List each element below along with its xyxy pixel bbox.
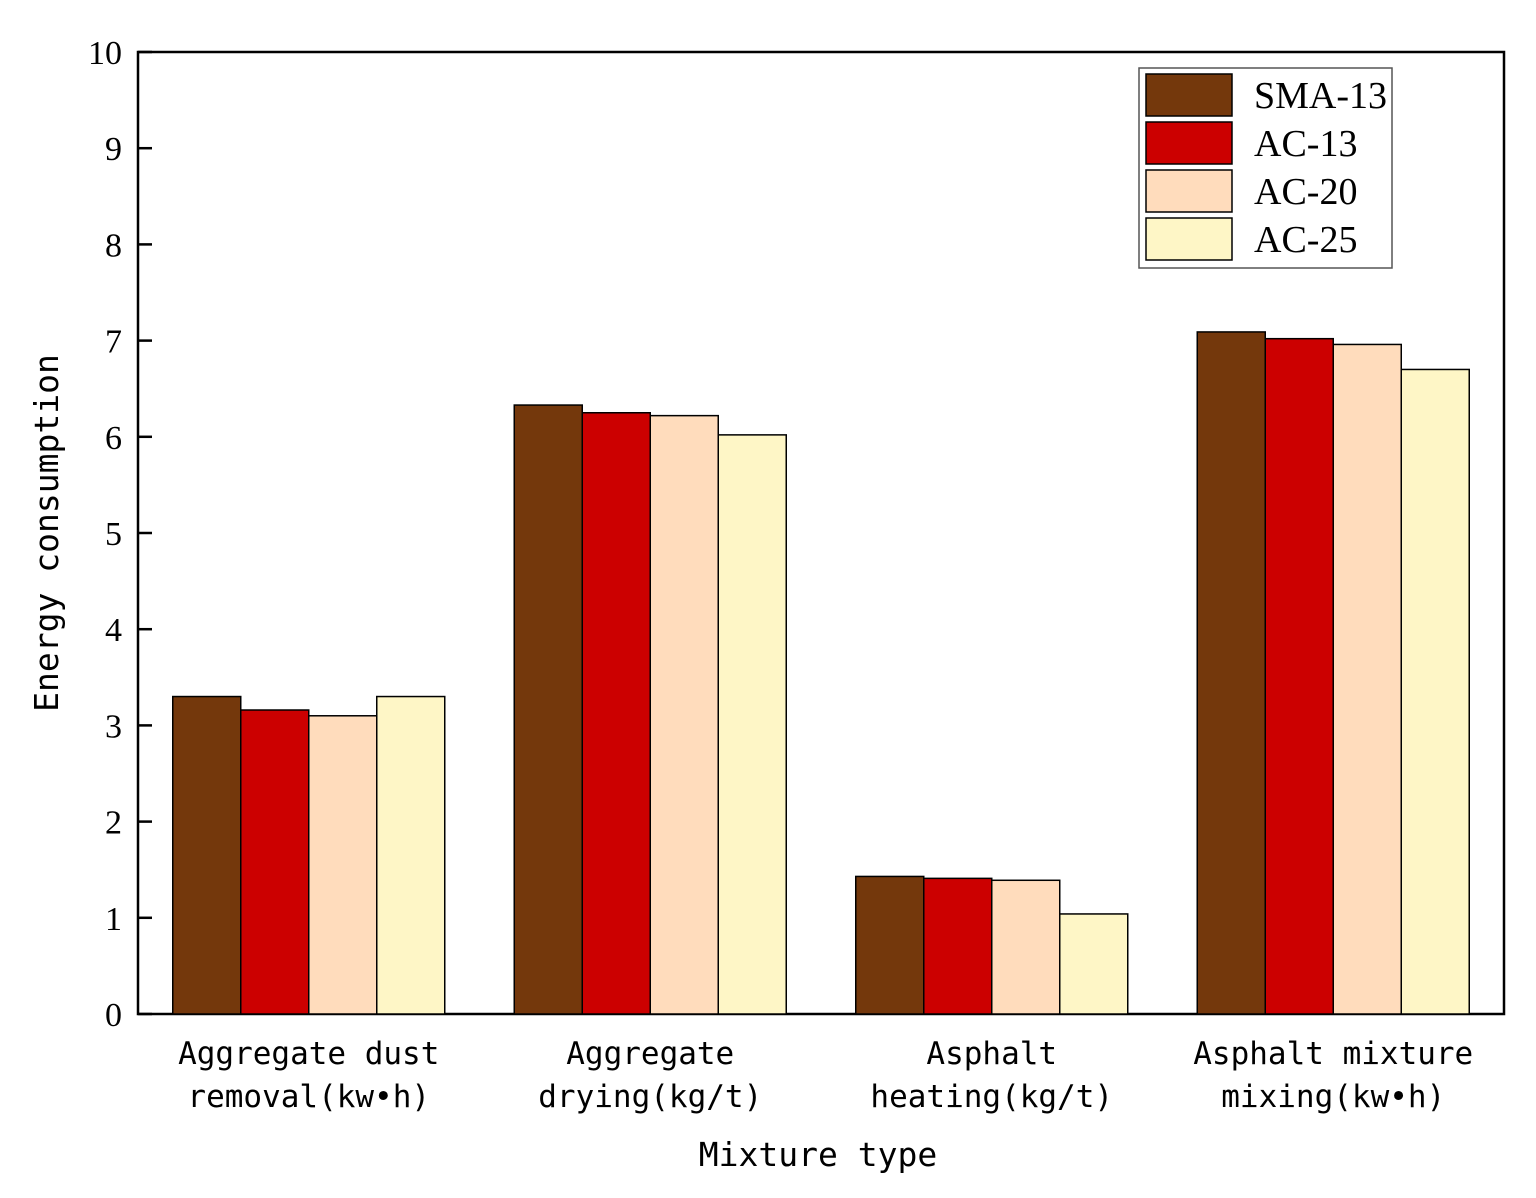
bars — [172, 331, 1470, 1015]
legend: SMA-13 AC-13 AC-20 AC-25 — [1138, 67, 1393, 269]
y-tick-label: 4 — [105, 612, 122, 649]
y-tick-label: 10 — [88, 35, 122, 72]
bar-ac-20-2 — [991, 879, 1061, 1015]
bar-ac-25-3 — [1400, 368, 1470, 1015]
x-axis-labels: Aggregate dust removal(kw•h) Aggregate dryi… — [178, 1036, 1473, 1115]
y-tick-label: 2 — [105, 805, 122, 842]
x-category-label: Asphalt — [926, 1036, 1057, 1072]
bar-ac-25-0 — [376, 695, 446, 1015]
bar-ac-13-3 — [1264, 337, 1334, 1015]
bar-ac-13-2 — [923, 877, 993, 1015]
bar-ac-20-0 — [308, 715, 378, 1015]
y-tick-label: 8 — [105, 227, 122, 264]
bar-ac-25-2 — [1059, 913, 1129, 1015]
legend-label-ac-13: AC-13 — [1254, 123, 1357, 165]
bar-sma-13-1 — [513, 404, 583, 1015]
legend-swatch-ac-13 — [1145, 121, 1233, 165]
y-axis: 0 1 2 3 4 5 6 7 8 9 10 — [88, 35, 152, 1034]
bar-ac-13-1 — [581, 412, 651, 1015]
x-category-label: Aggregate dust — [178, 1036, 439, 1072]
bar-ac-20-3 — [1332, 343, 1402, 1015]
x-category-label: Aggregate — [566, 1036, 734, 1072]
x-category-label: drying(kg/t) — [538, 1079, 762, 1115]
legend-swatch-ac-20 — [1145, 169, 1233, 213]
legend-swatch-sma-13 — [1145, 73, 1233, 117]
legend-label-ac-25: AC-25 — [1254, 219, 1357, 261]
legend-label-sma-13: SMA-13 — [1254, 75, 1387, 117]
x-category-label: Asphalt mixture — [1193, 1036, 1473, 1072]
x-category-label: heating(kg/t) — [870, 1079, 1113, 1115]
bar-sma-13-2 — [855, 875, 925, 1015]
y-tick-label: 5 — [105, 516, 122, 553]
y-tick-label: 6 — [105, 420, 122, 457]
legend-label-ac-20: AC-20 — [1254, 171, 1357, 213]
y-axis-title: Energy consumption — [27, 354, 66, 712]
x-category-label: mixing(kw•h) — [1221, 1079, 1445, 1115]
y-tick-label: 9 — [105, 131, 122, 168]
y-tick-label: 0 — [105, 997, 122, 1034]
y-tick-label: 1 — [105, 901, 122, 938]
x-axis-title: Mixture type — [699, 1135, 937, 1174]
bar-sma-13-3 — [1196, 331, 1266, 1015]
bar-ac-20-1 — [649, 414, 719, 1015]
y-tick-label: 7 — [105, 324, 122, 361]
bar-sma-13-0 — [172, 695, 242, 1015]
y-tick-label: 3 — [105, 708, 122, 745]
bar-ac-25-1 — [717, 434, 787, 1015]
bar-ac-13-0 — [240, 709, 310, 1015]
legend-swatch-ac-25 — [1145, 217, 1233, 261]
x-category-label: removal(kw•h) — [187, 1079, 430, 1115]
